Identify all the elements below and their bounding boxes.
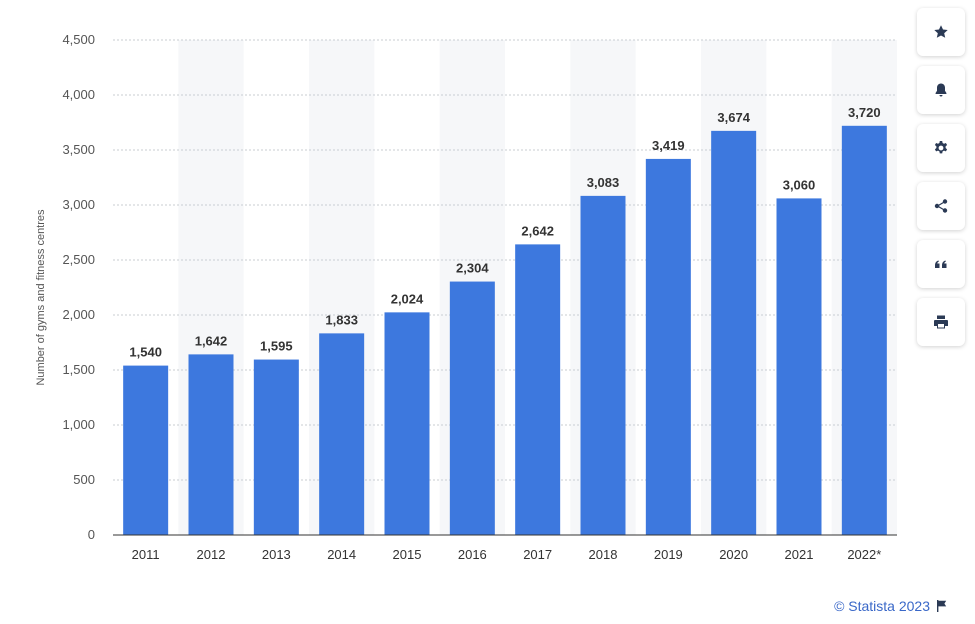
x-tick-label: 2016: [458, 547, 487, 562]
settings-button[interactable]: [917, 124, 965, 172]
x-tick-label: 2012: [197, 547, 226, 562]
x-tick-label: 2020: [719, 547, 748, 562]
bars: [123, 125, 887, 536]
bar[interactable]: [841, 125, 887, 536]
bar[interactable]: [711, 130, 757, 536]
bar[interactable]: [580, 195, 626, 535]
data-label: 2,024: [391, 291, 424, 306]
data-label: 1,642: [195, 333, 228, 348]
data-label: 3,720: [848, 105, 881, 120]
y-tick-label: 1,000: [62, 417, 95, 432]
x-tick-label: 2017: [523, 547, 552, 562]
share-icon: [934, 199, 948, 213]
x-tick-label: 2015: [393, 547, 422, 562]
bar[interactable]: [123, 365, 169, 535]
data-label: 1,540: [129, 345, 162, 360]
x-axis-ticks: 2011 2012 2013 2014 2015 2016 2017 2018 2019 2020…: [132, 547, 882, 562]
print-button[interactable]: [917, 298, 965, 346]
share-button[interactable]: [917, 182, 965, 230]
y-tick-label: 500: [73, 472, 95, 487]
data-label: 1,595: [260, 339, 293, 354]
bar[interactable]: [188, 354, 234, 535]
y-axis-label: Number of gyms and fitness centres: [35, 209, 47, 386]
x-tick-label: 2018: [589, 547, 618, 562]
statista-credit[interactable]: © Statista 2023: [834, 598, 947, 614]
x-tick-label: 2019: [654, 547, 683, 562]
data-labels: 1,540 1,642 1,595 1,833 2,024 2,304 2,642 3,083…: [129, 105, 880, 360]
data-label: 1,833: [325, 312, 358, 327]
gridlines: [113, 39, 897, 481]
y-tick-label: 2,500: [62, 252, 95, 267]
y-tick-label: 1,500: [62, 362, 95, 377]
favorite-button[interactable]: [917, 8, 965, 56]
bar[interactable]: [384, 312, 430, 535]
bar[interactable]: [515, 244, 561, 535]
star-icon: [934, 25, 948, 38]
flag-icon[interactable]: [936, 600, 947, 612]
notification-button[interactable]: [917, 66, 965, 114]
x-tick-label: 2021: [785, 547, 814, 562]
bar[interactable]: [319, 333, 365, 535]
chart-toolbar: [917, 8, 965, 346]
data-label: 3,419: [652, 138, 685, 153]
quote-icon: [935, 260, 947, 268]
y-tick-label: 3,000: [62, 197, 95, 212]
bar[interactable]: [776, 198, 822, 535]
gear-icon: [934, 141, 948, 154]
data-label: 2,642: [521, 223, 554, 238]
bar[interactable]: [449, 281, 495, 535]
bar[interactable]: [645, 158, 691, 535]
bar[interactable]: [253, 359, 299, 535]
x-tick-label: 2022*: [847, 547, 881, 562]
y-tick-label: 2,000: [62, 307, 95, 322]
y-tick-label: 0: [88, 527, 95, 542]
x-tick-label: 2014: [327, 547, 356, 562]
print-icon: [934, 315, 948, 329]
data-label: 2,304: [456, 261, 489, 276]
x-tick-label: 2011: [132, 547, 160, 562]
y-tick-label: 3,500: [62, 142, 95, 157]
y-tick-label: 4,000: [62, 87, 95, 102]
bell-icon: [935, 83, 947, 97]
x-tick-label: 2013: [262, 547, 291, 562]
credit-text[interactable]: © Statista 2023: [834, 598, 930, 614]
y-tick-label: 4,500: [62, 32, 95, 47]
cite-button[interactable]: [917, 240, 965, 288]
data-label: 3,060: [783, 177, 816, 192]
data-label: 3,083: [587, 175, 620, 190]
data-label: 3,674: [717, 110, 750, 125]
y-axis-ticks: 0 500 1,000 1,500 2,000 2,500 3,000 3,500 4,000 4…: [62, 32, 95, 542]
